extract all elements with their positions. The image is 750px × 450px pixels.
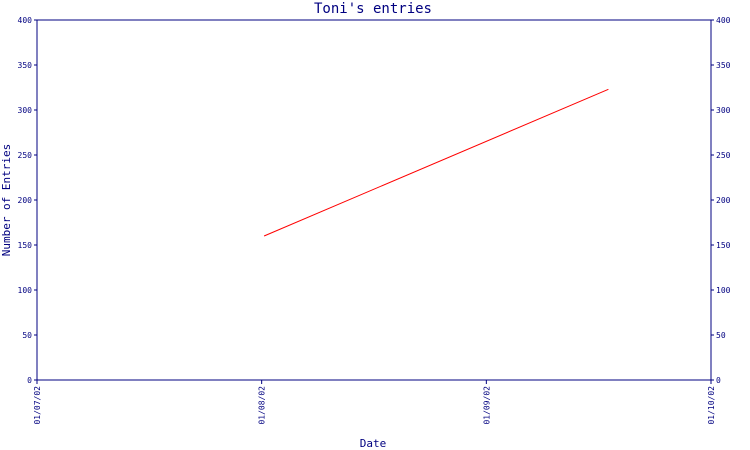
y-axis-left: 0 50 100 150 200 250 300 350 400: [18, 16, 37, 385]
y-tick-label-left: 0: [27, 376, 32, 385]
series-line: [263, 88, 609, 237]
y-tick-label-left: 50: [22, 331, 32, 340]
x-tick-label: 01/10/02: [707, 386, 716, 425]
x-tick-label: 01/08/02: [258, 386, 267, 425]
y-tick-label-left: 200: [18, 196, 33, 205]
y-tick-label-right: 350: [716, 61, 731, 70]
y-axis-title: Number of Entries: [0, 144, 13, 257]
x-axis: 01/07/02 01/08/02 01/09/02 01/10/02: [33, 380, 716, 425]
y-tick-label-left: 100: [18, 286, 33, 295]
y-tick-label-left: 400: [18, 16, 33, 25]
plot-frame: [36, 19, 712, 381]
y-axis-right: 0 50 100 150 200 250 300 350 400: [711, 16, 731, 385]
y-tick-label-right: 300: [716, 106, 731, 115]
series-layer: [263, 88, 609, 237]
chart-title: Toni's entries: [314, 1, 432, 17]
y-tick-label-right: 50: [716, 331, 726, 340]
y-tick-label-right: 150: [716, 241, 731, 250]
y-tick-label-left: 150: [18, 241, 33, 250]
x-tick-label: 01/07/02: [33, 386, 42, 425]
x-axis-title: Date: [360, 437, 387, 450]
y-tick-label-right: 0: [716, 376, 721, 385]
y-tick-label-left: 300: [18, 106, 33, 115]
y-tick-label-left: 350: [18, 61, 33, 70]
y-tick-label-right: 100: [716, 286, 731, 295]
y-tick-label-left: 250: [18, 151, 33, 160]
x-tick-label: 01/09/02: [482, 386, 491, 425]
y-tick-label-right: 400: [716, 16, 731, 25]
y-tick-label-right: 250: [716, 151, 731, 160]
y-tick-label-right: 200: [716, 196, 731, 205]
